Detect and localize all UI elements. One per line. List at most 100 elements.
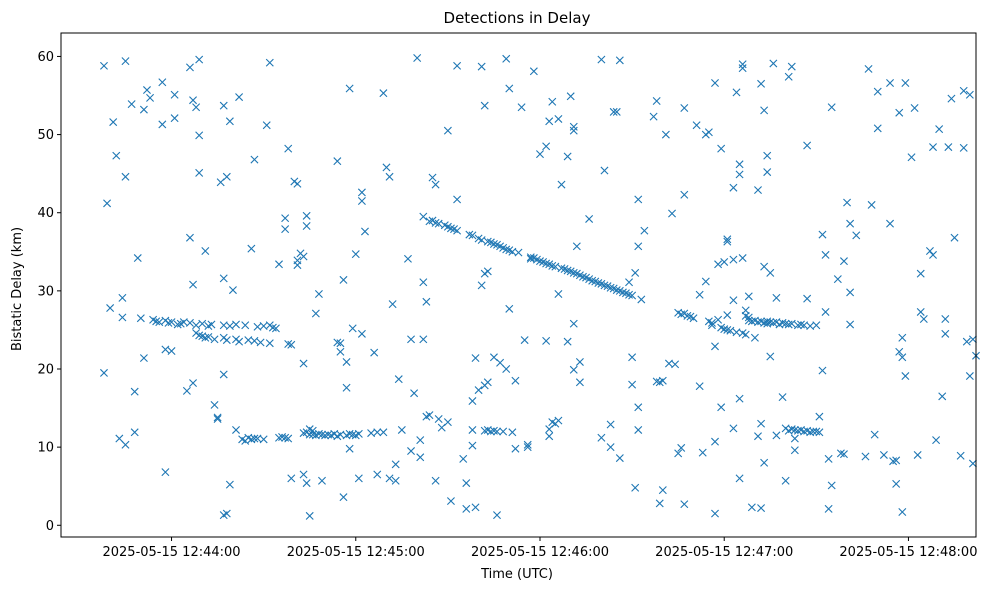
detection-marker	[757, 504, 766, 513]
detection-marker	[526, 253, 535, 262]
detection-marker	[935, 125, 944, 134]
y-tick-label: 30	[37, 284, 54, 299]
detection-marker	[403, 254, 412, 263]
detection-marker	[502, 245, 511, 254]
detection-marker	[677, 443, 686, 452]
detection-marker	[443, 418, 452, 427]
detection-marker	[299, 252, 308, 261]
detection-marker	[658, 486, 667, 495]
detection-marker	[502, 54, 511, 63]
detection-marker	[572, 242, 581, 251]
x-tick-label: 2025-05-15 12:48:00	[839, 545, 977, 560]
detection-marker	[382, 163, 391, 172]
detection-marker	[146, 93, 155, 102]
detection-marker	[139, 354, 148, 363]
detection-marker	[548, 97, 557, 106]
detection-marker	[569, 365, 578, 374]
detection-marker	[502, 365, 511, 373]
detection-marker	[351, 250, 360, 259]
detection-marker	[815, 412, 824, 421]
detection-marker	[348, 324, 357, 333]
detection-marker	[824, 504, 833, 513]
detection-marker	[318, 476, 326, 485]
detection-marker	[741, 330, 750, 339]
detection-marker	[195, 131, 204, 140]
y-tick-label: 60	[37, 50, 54, 65]
detection-marker	[628, 353, 637, 362]
detection-marker	[680, 500, 689, 509]
detection-marker	[517, 103, 526, 112]
detection-marker	[965, 372, 974, 381]
detection-marker	[373, 428, 382, 437]
detection-marker	[299, 429, 308, 438]
detection-marker	[397, 425, 406, 434]
detection-marker	[778, 393, 787, 402]
detection-marker	[631, 483, 640, 492]
detection-marker	[661, 130, 670, 139]
detection-marker	[919, 315, 928, 323]
detection-marker	[846, 219, 855, 228]
detection-marker	[314, 429, 323, 438]
detection-marker	[695, 290, 704, 299]
detection-marker	[333, 157, 342, 166]
detection-marker	[738, 64, 747, 73]
detection-marker	[158, 78, 167, 87]
detection-marker	[569, 319, 578, 328]
x-axis-label: Time (UTC)	[480, 567, 553, 582]
detection-marker	[895, 347, 904, 356]
detection-marker	[302, 211, 311, 220]
detection-marker	[968, 459, 977, 468]
detection-marker	[189, 379, 198, 388]
detection-marker	[760, 262, 769, 271]
detection-marker	[815, 428, 824, 437]
detection-marker	[308, 426, 317, 435]
detection-marker	[916, 269, 925, 278]
detection-marker	[707, 318, 716, 327]
detection-marker	[228, 286, 237, 295]
detection-marker	[477, 281, 486, 290]
detection-marker	[354, 474, 363, 483]
detection-marker	[284, 434, 293, 443]
detection-marker	[136, 314, 145, 323]
detection-marker	[637, 295, 646, 304]
detection-marker	[569, 268, 578, 277]
detection-marker	[339, 493, 348, 502]
detection-marker	[112, 151, 121, 160]
detection-marker	[735, 160, 744, 169]
detection-marker	[827, 481, 836, 490]
detection-marker	[265, 339, 274, 348]
detection-marker	[293, 179, 302, 188]
detection-marker	[370, 348, 379, 357]
detection-marker	[431, 180, 440, 189]
detection-marker	[523, 440, 532, 449]
detection-marker	[121, 172, 130, 181]
detection-marker	[192, 103, 201, 112]
x-tick-label: 2025-05-15 12:47:00	[655, 545, 793, 560]
detection-marker	[545, 117, 554, 126]
detection-marker	[812, 321, 821, 330]
detection-marker	[962, 337, 971, 346]
detection-marker	[790, 425, 799, 434]
detection-marker	[578, 272, 587, 281]
detection-marker	[225, 117, 234, 126]
detection-marker	[121, 440, 130, 449]
detection-marker	[232, 320, 241, 329]
detection-marker	[870, 430, 879, 439]
detection-marker	[554, 289, 563, 298]
y-axis-label: Bistatic Delay (km)	[10, 227, 25, 351]
detection-marker	[219, 370, 228, 379]
detection-marker	[895, 108, 904, 117]
detection-marker	[155, 318, 164, 327]
detection-marker	[281, 214, 290, 223]
detection-marker	[907, 153, 916, 162]
detection-marker	[536, 257, 544, 266]
detection-marker	[600, 281, 609, 290]
detection-marker	[185, 318, 194, 327]
detection-marker	[615, 56, 624, 65]
detection-marker	[950, 233, 959, 242]
detection-marker	[275, 433, 283, 442]
detection-marker	[674, 449, 683, 458]
detection-marker	[189, 280, 198, 289]
detection-marker	[373, 470, 382, 479]
detection-marker	[210, 400, 219, 409]
